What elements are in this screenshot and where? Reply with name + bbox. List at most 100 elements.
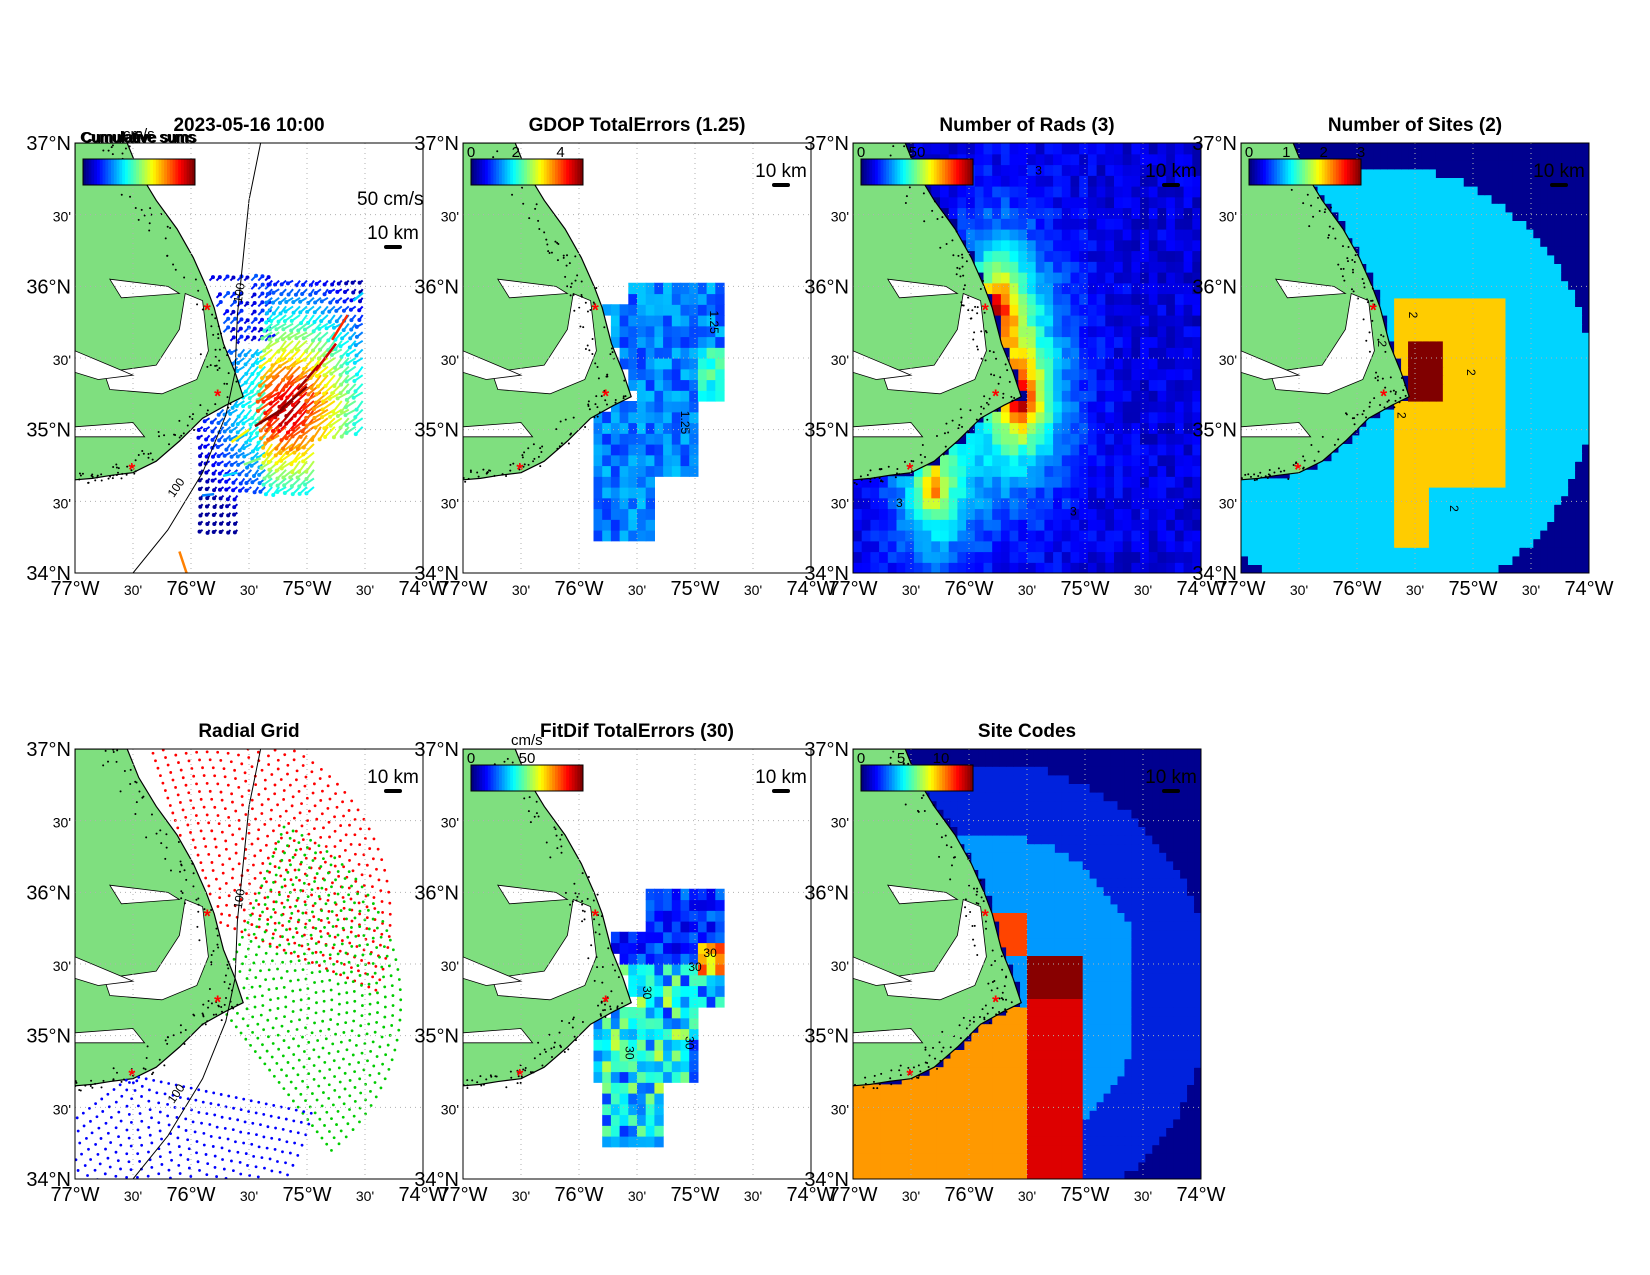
heatmap-cell: [1324, 530, 1333, 540]
coast-dot: [983, 311, 986, 314]
vector-head: [352, 422, 357, 427]
heatmap-cell: [1035, 218, 1045, 230]
heatmap-cell: [1131, 454, 1141, 467]
heatmap-cell: [1582, 194, 1589, 204]
heatmap-cell: [654, 465, 664, 477]
heatmap-cell: [1401, 530, 1409, 540]
heatmap-cell: [1261, 504, 1270, 514]
heatmap-cell: [1484, 229, 1493, 239]
site-marker: *: [516, 460, 523, 480]
heatmap-cell: [645, 411, 655, 424]
heatmap-cell: [1484, 435, 1493, 445]
heatmap-cell: [992, 465, 1002, 477]
vector-head: [222, 453, 227, 458]
vector-head: [279, 282, 284, 287]
heatmap-cell: [1359, 203, 1367, 213]
heatmap-cell: [1463, 306, 1472, 316]
heatmap-cell: [1477, 358, 1486, 368]
heatmap-cell: [1105, 390, 1115, 402]
heatmap-cell: [1009, 261, 1019, 273]
heatmap-cell: [1477, 168, 1486, 178]
vector-head: [218, 300, 223, 305]
coast-dot: [892, 145, 895, 148]
heatmap-cell: [628, 368, 638, 381]
coast-dot: [984, 330, 987, 333]
vector-head: [288, 475, 293, 480]
heatmap-cell: [1114, 315, 1124, 327]
heatmap-cell: [1105, 164, 1115, 176]
heatmap-cell: [1505, 530, 1514, 540]
heatmap-cell: [1000, 562, 1011, 573]
heatmap-cell: [1087, 153, 1098, 166]
vector-head: [301, 445, 306, 450]
heatmap-cell: [1359, 177, 1367, 187]
coast-dot: [1002, 392, 1005, 395]
heatmap-cell: [1519, 349, 1527, 359]
heatmap-cell: [610, 401, 621, 413]
heatmap-cell: [1166, 411, 1176, 424]
heatmap-cell: [1268, 564, 1277, 573]
heatmap-cell: [1526, 426, 1534, 436]
heatmap-cell: [974, 261, 985, 273]
heatmap-cell: [715, 390, 725, 402]
heatmap-cell: [1561, 237, 1569, 247]
heatmap-cell: [1009, 218, 1019, 230]
vector-head: [322, 363, 327, 368]
heatmap-cell: [1568, 143, 1576, 153]
heatmap-cell: [1421, 229, 1430, 239]
heatmap-cell: [1408, 564, 1416, 573]
coast-dot: [151, 458, 154, 461]
heatmap-cell: [1324, 461, 1333, 471]
heatmap-cell: [1554, 151, 1562, 161]
heatmap-cell: [983, 444, 993, 456]
heatmap-cell: [1442, 547, 1451, 557]
heatmap-cell: [1554, 358, 1562, 368]
heatmap-cell: [1053, 433, 1063, 445]
coast-dot: [595, 395, 598, 398]
heatmap-cell: [1009, 433, 1019, 445]
coast-dot: [205, 306, 208, 309]
vector-head: [257, 392, 262, 397]
heatmap-cell: [1547, 349, 1555, 359]
vector-head: [354, 324, 359, 329]
heatmap-cell: [1018, 293, 1028, 305]
current-vector: [302, 451, 315, 463]
heatmap-cell: [1575, 246, 1583, 256]
coast-dot: [979, 412, 982, 415]
vector-head: [327, 396, 332, 401]
heatmap-cell: [1105, 186, 1115, 198]
heatmap-cell: [619, 315, 629, 327]
vector-head: [246, 325, 251, 330]
heatmap-cell: [1442, 530, 1451, 540]
heatmap-cell: [1044, 508, 1054, 520]
heatmap-cell: [1282, 487, 1291, 497]
heatmap-cell: [1540, 263, 1548, 273]
heatmap-cell: [628, 508, 638, 520]
heatmap-cell: [1114, 422, 1124, 434]
heatmap-cell: [637, 454, 647, 467]
coast-dot: [936, 218, 939, 221]
heatmap-cell: [940, 487, 950, 499]
vector-head: [231, 275, 236, 280]
heatmap-cell: [1275, 555, 1284, 565]
vector-head: [262, 476, 267, 481]
heatmap-cell: [1140, 143, 1150, 155]
heatmap-cell: [896, 562, 906, 573]
vector-head: [232, 512, 237, 517]
heatmap-cell: [1498, 469, 1507, 479]
heatmap-cell: [1561, 211, 1569, 221]
heatmap-cell: [1408, 521, 1416, 531]
heatmap-cell: [1009, 422, 1019, 434]
heatmap-cell: [974, 218, 985, 230]
heatmap-cell: [1166, 444, 1176, 456]
heatmap-cell: [1157, 143, 1167, 155]
heatmap-cell: [1554, 366, 1562, 376]
vector-head: [282, 483, 287, 488]
heatmap-cell: [1442, 280, 1451, 290]
vector-head: [316, 356, 321, 361]
heatmap-cell: [1512, 306, 1520, 316]
heatmap-cell: [1401, 220, 1409, 230]
heatmap-cell: [1027, 325, 1037, 338]
coast-dot: [957, 427, 960, 430]
heatmap-cell: [1352, 143, 1360, 153]
